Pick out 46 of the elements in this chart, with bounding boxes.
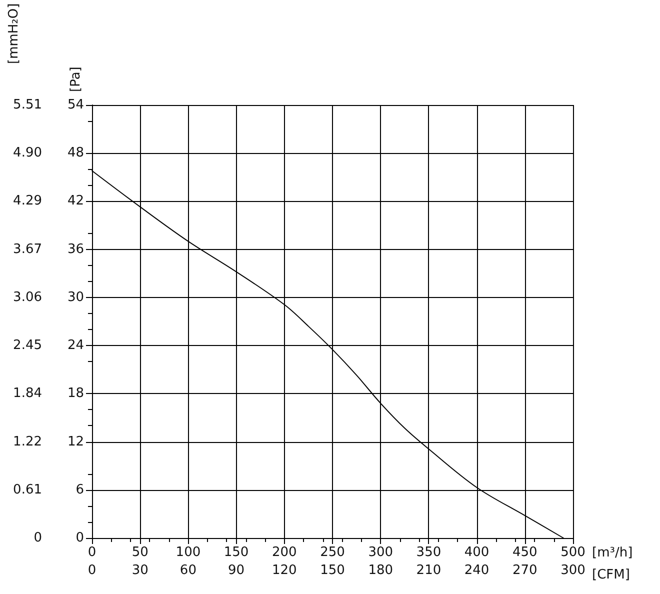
x2-tick-label: 270 [512, 563, 538, 578]
x-tick-label: 500 [560, 545, 586, 560]
x2-tick-label: 150 [320, 563, 345, 578]
x2-tick-label: 90 [228, 563, 245, 578]
y-tick-label: 18 [67, 386, 84, 402]
y2-tick-label: 4.29 [13, 193, 42, 208]
x2-tick-label: 0 [88, 563, 96, 578]
x2-tick-label: 120 [272, 563, 297, 578]
y-tick-label: 36 [67, 242, 84, 257]
y-axis-title: [Pa] [68, 66, 84, 92]
x-tick-label: 100 [176, 545, 201, 560]
y-tick-label: 0 [76, 530, 84, 546]
y-tick-label: 42 [67, 194, 84, 209]
x2-tick-label: 30 [132, 563, 148, 578]
x-tick-label: 350 [416, 545, 442, 560]
x-tick-label: 200 [272, 545, 297, 560]
y2-tick-label: 3.06 [13, 290, 42, 306]
x-tick-label: 250 [320, 545, 345, 560]
x2-axis-title: [CFM] [592, 568, 630, 582]
x-tick-label: 300 [368, 545, 394, 560]
y2-tick-label: 0 [34, 530, 42, 546]
x2-tick-label: 210 [416, 563, 442, 578]
y2-tick-label: 5.51 [13, 98, 42, 112]
x2-tick-label: 60 [180, 563, 196, 578]
x2-tick-label: 240 [464, 563, 490, 578]
y2-axis-title: [mmH₂O] [6, 3, 22, 64]
x-tick-label: 50 [132, 545, 148, 560]
x2-tick-label: 180 [368, 563, 394, 578]
x-tick-label: 0 [88, 545, 96, 560]
y2-tick-label: 3.67 [13, 242, 42, 258]
x-axis-title: [m³/h] [592, 546, 633, 560]
y2-tick-label: 2.45 [13, 338, 42, 353]
y-tick-label: 12 [67, 434, 84, 450]
y-tick-label: 54 [67, 98, 84, 112]
y2-tick-label: 0.61 [13, 482, 42, 498]
y2-tick-label: 1.22 [13, 434, 42, 450]
x-tick-label: 150 [224, 545, 249, 560]
x2-tick-label: 300 [560, 563, 586, 578]
y-tick-label: 6 [76, 482, 84, 498]
y-tick-label: 30 [67, 290, 84, 305]
y-tick-label: 48 [67, 146, 84, 161]
y2-tick-label: 1.84 [13, 386, 42, 401]
y-tick-label: 24 [67, 338, 84, 354]
x-tick-label: 400 [464, 545, 490, 560]
y2-tick-label: 4.90 [13, 145, 42, 160]
x-tick-label: 450 [512, 545, 538, 560]
